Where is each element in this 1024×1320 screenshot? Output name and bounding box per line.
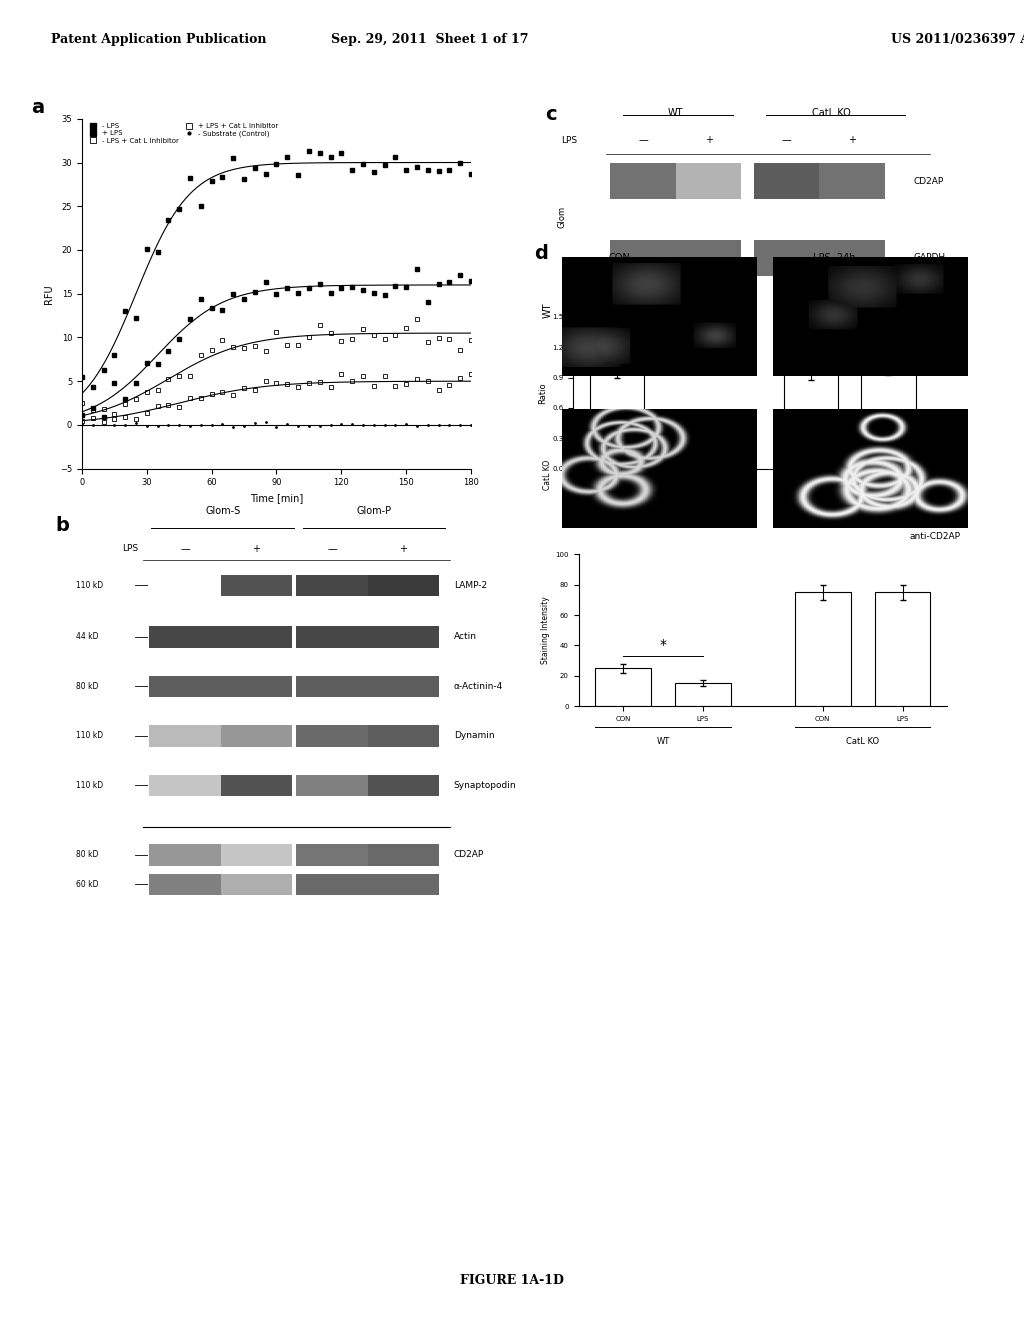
Text: CatL KO: CatL KO — [812, 108, 851, 117]
Text: +: + — [399, 544, 408, 554]
Bar — [221, 626, 292, 648]
Bar — [368, 676, 439, 697]
Text: Sep. 29, 2011  Sheet 1 of 17: Sep. 29, 2011 Sheet 1 of 17 — [332, 33, 528, 46]
Text: Glom-S: Glom-S — [205, 506, 241, 516]
Bar — [150, 676, 221, 697]
Text: CD2AP: CD2AP — [454, 850, 484, 859]
Text: WT: WT — [543, 302, 553, 318]
X-axis label: Time [min]: Time [min] — [250, 492, 303, 503]
Bar — [595, 668, 651, 706]
Text: —: — — [638, 135, 648, 145]
Text: LAMP-2: LAMP-2 — [454, 581, 486, 590]
Bar — [783, 367, 838, 469]
Bar — [296, 843, 368, 866]
Bar — [861, 367, 915, 469]
Bar — [668, 422, 722, 469]
Bar — [296, 775, 368, 796]
Bar — [221, 874, 292, 895]
Text: LPS: LPS — [561, 136, 578, 145]
Text: 110 kD: 110 kD — [76, 731, 103, 741]
Y-axis label: RFU: RFU — [44, 284, 54, 304]
Bar — [368, 626, 439, 648]
Text: Glom-P: Glom-P — [356, 506, 391, 516]
Bar — [675, 684, 731, 706]
Text: LPS, 24h: LPS, 24h — [813, 253, 856, 264]
Bar — [221, 574, 292, 597]
Bar — [221, 676, 292, 697]
Text: Synaptopodin: Synaptopodin — [454, 781, 516, 789]
Bar — [296, 626, 368, 648]
Text: US 2011/0236397 A1: US 2011/0236397 A1 — [891, 33, 1024, 46]
Bar — [150, 626, 221, 648]
Y-axis label: Ratio: Ratio — [538, 381, 547, 404]
Text: +: + — [848, 135, 856, 145]
Text: Dynamin: Dynamin — [454, 731, 495, 741]
Text: 110 kD: 110 kD — [76, 781, 103, 789]
Text: WT: WT — [656, 737, 670, 746]
Text: CatL KO: CatL KO — [544, 461, 552, 490]
Text: CatL KO: CatL KO — [846, 737, 880, 746]
Bar — [368, 574, 439, 597]
Text: *: * — [659, 638, 667, 652]
Bar — [795, 593, 851, 706]
Text: CON: CON — [608, 253, 631, 264]
Text: 44 kD: 44 kD — [76, 632, 98, 642]
Bar — [296, 676, 368, 697]
Bar — [150, 874, 221, 895]
Text: WT: WT — [649, 502, 663, 510]
Bar — [368, 843, 439, 866]
Text: LPS: LPS — [122, 544, 138, 553]
Text: *: * — [652, 335, 659, 350]
Text: CatL KO: CatL KO — [834, 502, 866, 510]
Bar — [221, 725, 292, 747]
Text: a: a — [32, 98, 44, 116]
Text: Glom: Glom — [557, 206, 566, 228]
Y-axis label: Staining Intensity: Staining Intensity — [541, 597, 550, 664]
Text: —: — — [781, 135, 792, 145]
Text: 60 kD: 60 kD — [76, 880, 98, 888]
Text: —: — — [327, 544, 337, 554]
Text: c: c — [545, 104, 556, 124]
Text: anti-CD2AP: anti-CD2AP — [909, 532, 961, 541]
Legend: - LPS, + LPS, - LPS + Cat L Inhibitor, + LPS + Cat L Inhibitor, - Substrate (Con: - LPS, + LPS, - LPS + Cat L Inhibitor, +… — [85, 123, 280, 144]
Bar — [368, 874, 439, 895]
Text: +: + — [252, 544, 260, 554]
Bar — [150, 843, 221, 866]
Bar — [150, 725, 221, 747]
Text: b: b — [55, 516, 69, 535]
Bar — [221, 843, 292, 866]
Bar — [368, 725, 439, 747]
Text: 80 kD: 80 kD — [76, 850, 98, 859]
Text: Patent Application Publication: Patent Application Publication — [51, 33, 266, 46]
Bar — [368, 775, 439, 796]
Text: —: — — [180, 544, 189, 554]
Text: 80 kD: 80 kD — [76, 682, 98, 690]
Text: 110 kD: 110 kD — [76, 581, 103, 590]
Text: α-Actinin-4: α-Actinin-4 — [454, 682, 503, 690]
Text: Actin: Actin — [454, 632, 477, 642]
Text: GAPDH: GAPDH — [913, 253, 945, 263]
Text: +: + — [705, 135, 713, 145]
Text: d: d — [535, 244, 549, 263]
Bar — [874, 593, 931, 706]
Bar — [296, 574, 368, 597]
Text: CD2AP: CD2AP — [913, 177, 944, 186]
Bar — [296, 725, 368, 747]
Text: WT: WT — [668, 108, 684, 117]
Bar — [590, 367, 644, 469]
Bar — [296, 874, 368, 895]
Bar — [150, 775, 221, 796]
Bar — [221, 775, 292, 796]
Text: FIGURE 1A-1D: FIGURE 1A-1D — [460, 1274, 564, 1287]
